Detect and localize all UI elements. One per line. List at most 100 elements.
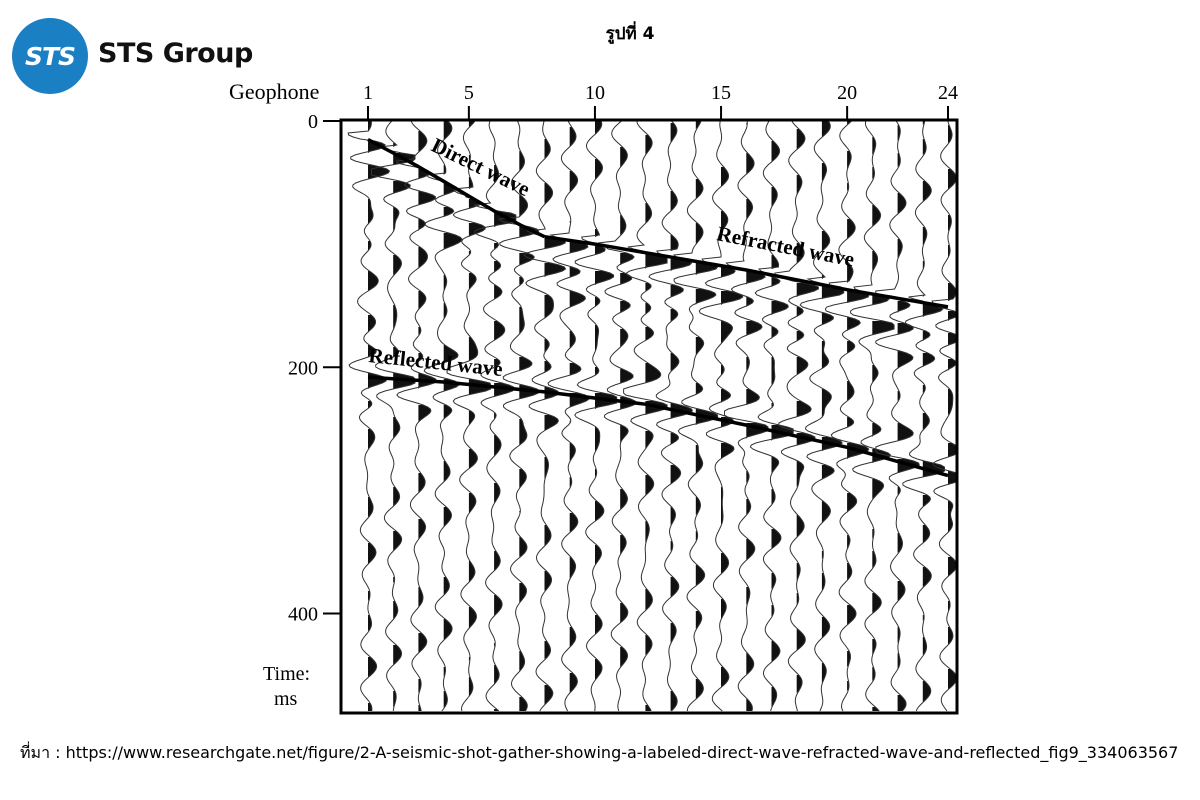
- trace-fill: [872, 365, 879, 383]
- trace-13: [648, 121, 694, 712]
- trace-12: [623, 121, 668, 712]
- trace-fill: [468, 677, 473, 697]
- y-tick-label: 200: [288, 357, 318, 379]
- trace-fill: [721, 167, 729, 187]
- trace-fill: [418, 679, 422, 693]
- trace-fill: [595, 159, 603, 179]
- trace-10: [574, 121, 618, 712]
- trace-fill: [771, 529, 781, 549]
- trace-fill: [645, 521, 650, 543]
- trace-fill: [821, 313, 834, 325]
- trace-fill: [468, 337, 478, 361]
- trace-fill: [847, 651, 851, 667]
- trace-fill: [519, 469, 527, 489]
- trace-fill: [443, 233, 462, 249]
- series-line-0: [367, 137, 546, 239]
- trace-fill: [670, 235, 679, 251]
- trace-fill: [796, 515, 805, 537]
- trace-fill: [670, 285, 684, 297]
- x-axis-label: Geophone: [229, 79, 319, 104]
- trace-fill: [695, 611, 702, 629]
- trace-fill: [821, 163, 827, 181]
- trace-fill: [418, 473, 426, 493]
- trace-fill: [670, 433, 679, 445]
- trace-1: [347, 121, 391, 712]
- trace-7: [497, 121, 541, 712]
- trace-fill: [368, 121, 372, 131]
- trace-fill: [948, 557, 956, 577]
- trace-fill: [393, 691, 397, 707]
- trace-fill: [468, 607, 477, 629]
- trace-2: [371, 121, 416, 712]
- trace-fill: [393, 255, 402, 275]
- trace-fill: [368, 657, 377, 677]
- trace-fill: [368, 141, 386, 153]
- trace-fill: [948, 443, 956, 457]
- trace-fill: [620, 147, 628, 167]
- trace-6: [473, 121, 517, 712]
- trace-fill: [670, 623, 677, 643]
- trace-fill: [746, 539, 755, 561]
- trace-fill: [922, 353, 935, 367]
- trace-fill: [494, 321, 505, 341]
- trace-3: [395, 121, 438, 712]
- trace-fill: [468, 561, 475, 583]
- trace-fill: [872, 251, 878, 271]
- trace-fill: [922, 525, 930, 543]
- trace-fill: [821, 465, 835, 479]
- wave-curves: [367, 137, 949, 478]
- trace-fill: [872, 321, 895, 335]
- trace-fill: [620, 253, 635, 265]
- trace-fill: [468, 493, 476, 513]
- trace-fill: [595, 615, 603, 635]
- trace-fill: [620, 425, 629, 443]
- trace-4: [423, 121, 463, 712]
- trace-fill: [569, 513, 578, 533]
- trace-fill: [645, 283, 651, 291]
- trace-fill: [847, 605, 856, 625]
- y-axis-label-line2: ms: [274, 688, 298, 710]
- trace-fill: [821, 231, 830, 251]
- series-line-1: [544, 234, 949, 309]
- trace-fill: [494, 595, 503, 617]
- trace-fill: [595, 297, 600, 307]
- trace-fill: [418, 353, 423, 361]
- trace-fill: [569, 171, 578, 193]
- trace-19: [799, 121, 845, 712]
- trace-fill: [569, 331, 576, 349]
- trace-fill: [595, 545, 602, 565]
- refracted-wave-label: Refracted wave: [715, 221, 856, 271]
- trace-fill: [519, 357, 532, 371]
- trace-fill: [418, 519, 426, 539]
- trace-fill: [897, 581, 905, 601]
- trace-fill: [721, 211, 728, 231]
- trace-fill: [595, 271, 614, 285]
- plot-frame: [339, 118, 959, 715]
- trace-fill: [595, 325, 599, 351]
- trace-fill: [746, 587, 750, 605]
- trace-fill: [847, 219, 856, 239]
- trace-fill: [948, 333, 956, 345]
- trace-fill: [368, 543, 376, 565]
- trace-fill: [670, 123, 677, 143]
- trace-fill: [468, 177, 473, 189]
- trace-fill: [519, 419, 527, 445]
- trace-fill: [468, 411, 475, 425]
- figure-title: รูปที่ 4: [605, 24, 655, 44]
- trace-fill: [519, 277, 524, 285]
- trace-fill: [645, 475, 654, 495]
- trace-fill: [645, 135, 653, 155]
- trace-fill: [418, 247, 428, 269]
- trace-fill: [872, 479, 884, 499]
- trace-fill: [393, 487, 400, 507]
- x-tick-label: 24: [938, 82, 958, 104]
- trace-fill: [897, 239, 903, 259]
- trace-fill: [948, 215, 952, 231]
- trace-fill: [569, 557, 576, 579]
- x-tick-label: 1: [363, 82, 373, 104]
- trace-fill: [897, 423, 914, 441]
- trace-16: [724, 121, 769, 712]
- trace-fill: [771, 187, 778, 207]
- trace-fill: [368, 401, 372, 409]
